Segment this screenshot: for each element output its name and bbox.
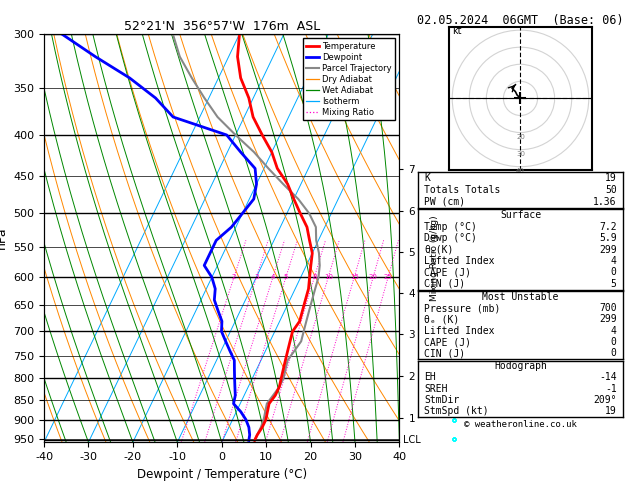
Text: 0: 0	[611, 267, 616, 278]
Text: SREH: SREH	[425, 383, 448, 394]
Text: 5.9: 5.9	[599, 233, 616, 243]
Text: Most Unstable: Most Unstable	[482, 292, 559, 302]
Text: θₑ (K): θₑ (K)	[425, 314, 460, 325]
Text: 4: 4	[270, 274, 275, 280]
Text: 5: 5	[284, 274, 288, 280]
Text: Lifted Index: Lifted Index	[425, 326, 495, 336]
Text: Totals Totals: Totals Totals	[425, 185, 501, 195]
X-axis label: Dewpoint / Temperature (°C): Dewpoint / Temperature (°C)	[136, 468, 307, 481]
Text: K: K	[425, 173, 430, 183]
Text: CAPE (J): CAPE (J)	[425, 337, 471, 347]
Text: Lifted Index: Lifted Index	[425, 256, 495, 266]
Text: Temp (°C): Temp (°C)	[425, 222, 477, 232]
Text: 50: 50	[605, 185, 616, 195]
Text: 0: 0	[611, 337, 616, 347]
Text: 3: 3	[254, 274, 259, 280]
Text: θₑ(K): θₑ(K)	[425, 244, 454, 255]
Text: 40: 40	[516, 168, 525, 174]
Text: 8: 8	[312, 274, 316, 280]
Text: 30: 30	[516, 151, 525, 157]
Text: 2: 2	[231, 274, 236, 280]
Text: CAPE (J): CAPE (J)	[425, 267, 471, 278]
Y-axis label: hPa: hPa	[0, 227, 8, 249]
Text: kt: kt	[452, 26, 462, 35]
Text: 20: 20	[369, 274, 377, 280]
Y-axis label: km
ASL: km ASL	[419, 217, 438, 238]
Text: PW (cm): PW (cm)	[425, 197, 465, 207]
Legend: Temperature, Dewpoint, Parcel Trajectory, Dry Adiabat, Wet Adiabat, Isotherm, Mi: Temperature, Dewpoint, Parcel Trajectory…	[303, 38, 395, 121]
Text: StmSpd (kt): StmSpd (kt)	[425, 406, 489, 416]
Text: Pressure (mb): Pressure (mb)	[425, 303, 501, 313]
Text: -1: -1	[605, 383, 616, 394]
Text: 25: 25	[384, 274, 392, 280]
Text: 15: 15	[350, 274, 359, 280]
Text: © weatheronline.co.uk: © weatheronline.co.uk	[464, 419, 577, 429]
Text: 7.2: 7.2	[599, 222, 616, 232]
Text: 5: 5	[611, 279, 616, 289]
Title: 52°21'N  356°57'W  176m  ASL: 52°21'N 356°57'W 176m ASL	[123, 20, 320, 33]
Text: StmDir: StmDir	[425, 395, 460, 405]
Text: CIN (J): CIN (J)	[425, 348, 465, 359]
Text: 209°: 209°	[593, 395, 616, 405]
Text: 299: 299	[599, 244, 616, 255]
Text: Dewp (°C): Dewp (°C)	[425, 233, 477, 243]
Text: 02.05.2024  06GMT  (Base: 06): 02.05.2024 06GMT (Base: 06)	[417, 14, 624, 27]
Text: EH: EH	[425, 372, 436, 382]
Text: Hodograph: Hodograph	[494, 361, 547, 371]
Text: 700: 700	[599, 303, 616, 313]
Text: 0: 0	[611, 348, 616, 359]
Text: 19: 19	[605, 406, 616, 416]
Text: 4: 4	[611, 326, 616, 336]
Text: 19: 19	[605, 173, 616, 183]
Text: -14: -14	[599, 372, 616, 382]
Text: 1.36: 1.36	[593, 197, 616, 207]
Text: Mixing Ratio (g/kg): Mixing Ratio (g/kg)	[430, 216, 438, 301]
Text: 20: 20	[516, 134, 525, 140]
Text: Surface: Surface	[500, 210, 541, 220]
Text: 299: 299	[599, 314, 616, 325]
Text: LCL: LCL	[403, 435, 421, 446]
Text: CIN (J): CIN (J)	[425, 279, 465, 289]
Text: 10: 10	[324, 274, 333, 280]
Text: 4: 4	[611, 256, 616, 266]
